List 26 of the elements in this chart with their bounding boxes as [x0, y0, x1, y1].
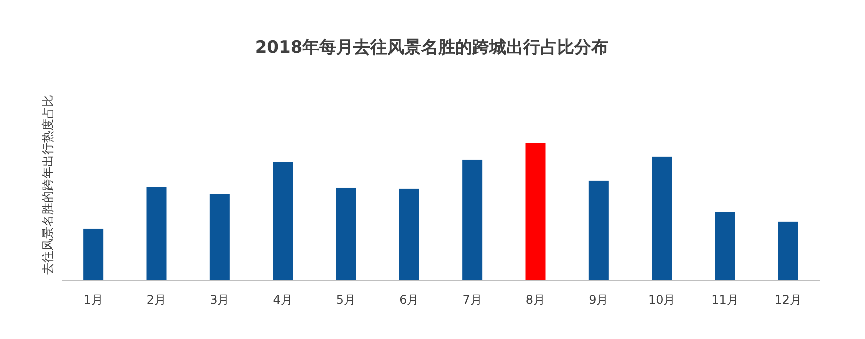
x-tick-label: 11月	[712, 293, 739, 307]
x-tick-label: 5月	[336, 293, 356, 307]
x-tick-label: 9月	[589, 293, 609, 307]
bar	[526, 143, 546, 281]
x-tick-label: 4月	[273, 293, 293, 307]
y-axis-title: 去往风景名胜的跨年出行热度占比	[41, 95, 55, 275]
x-tick-label: 6月	[400, 293, 420, 307]
x-tick-label: 1月	[84, 293, 104, 307]
bar	[399, 188, 420, 281]
bar	[273, 162, 294, 281]
bar	[210, 194, 230, 281]
bar	[462, 160, 483, 281]
x-tick-label: 3月	[210, 293, 230, 307]
bar	[146, 187, 167, 281]
chart-title: 2018年每月去往风景名胜的跨城出行占比分布	[255, 38, 609, 58]
x-tick-label: 8月	[526, 293, 546, 307]
x-tick-label: 2月	[146, 293, 167, 307]
bar	[84, 228, 104, 281]
bar	[588, 180, 609, 281]
x-tick-label: 7月	[462, 293, 482, 307]
x-tick-label: 12月	[774, 293, 802, 307]
bar	[715, 212, 736, 281]
bar	[336, 188, 356, 281]
bar	[652, 156, 672, 281]
bar	[778, 222, 798, 281]
x-tick-label: 10月	[648, 293, 676, 307]
